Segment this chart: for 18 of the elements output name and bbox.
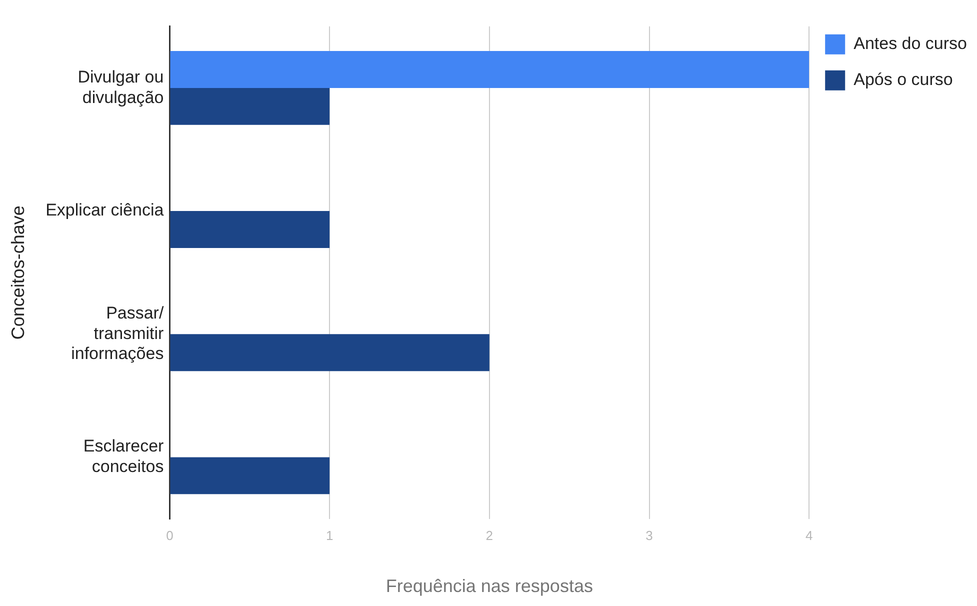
y-tick-label: Explicar ciência [46,200,164,220]
y-axis-title: Conceitos-chave [8,206,28,340]
legend-label: Após o curso [854,70,953,90]
bar [170,51,810,88]
y-tick-label: Esclarecer conceitos [83,436,164,476]
x-tick-label: 1 [326,528,334,544]
bar [170,88,330,125]
y-tick-label: Divulgar ou divulgação [78,67,164,107]
y-tick-label: Passar/ transmitir informações [71,303,164,364]
legend-label: Antes do curso [854,34,968,54]
x-tick-label: 2 [486,528,494,544]
x-axis-title: Frequência nas respostas [386,576,593,596]
bar [170,457,330,494]
bar [170,211,330,248]
x-tick-label: 4 [805,528,813,544]
x-tick-label: 3 [646,528,653,544]
bar [170,334,490,372]
x-tick-label: 0 [166,528,174,544]
